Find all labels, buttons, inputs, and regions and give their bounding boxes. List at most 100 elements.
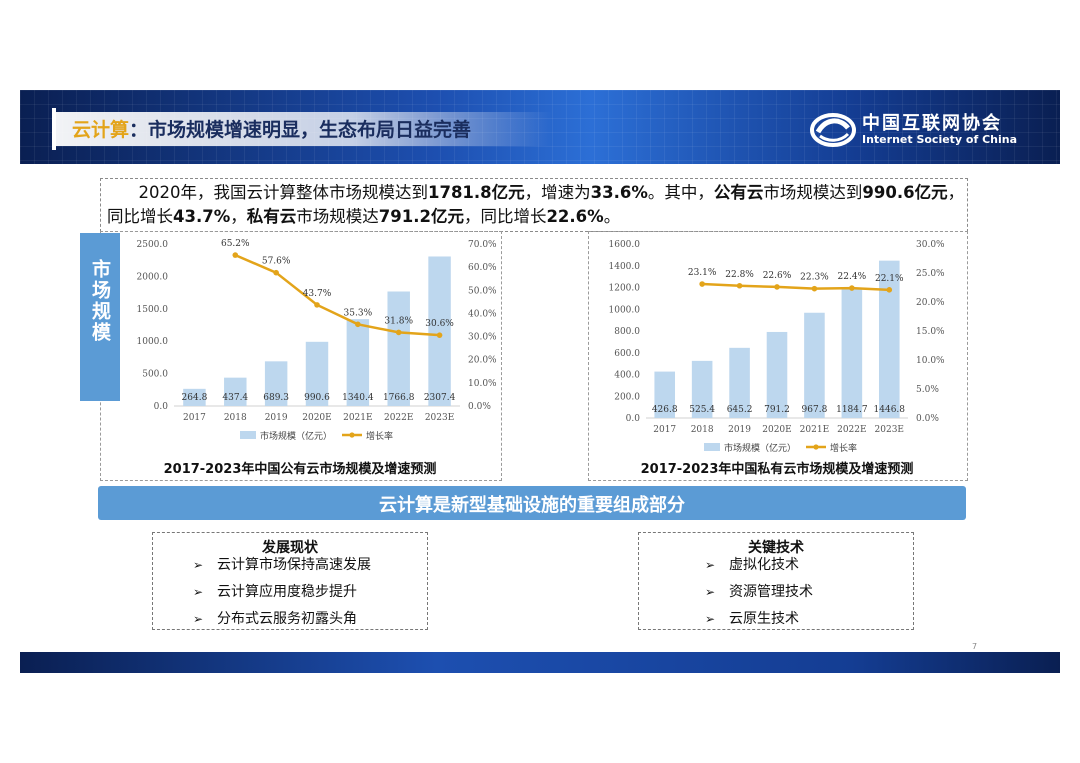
isc-logo-icon [810,113,856,147]
bar-value-label: 264.8 [182,393,208,403]
growth-rate-label: 30.6% [425,319,454,329]
key-technologies-list: ➢ 虚拟化技术 ➢ 资源管理技术 ➢ 云原生技术 [705,555,813,636]
y-right-tick-label: 10.0% [468,379,497,389]
growth-rate-point [886,287,893,293]
intro-bold: 791.2亿元 [378,207,464,226]
y-left-tick-label: 2500.0 [137,240,169,250]
y-right-tick-label: 0.0% [916,414,939,424]
intro-text: 。其中， [647,183,714,202]
x-tick-label: 2019 [265,413,288,423]
intro-text: ，同比增长 [463,207,547,226]
x-tick-label: 2022E [837,425,866,435]
bar [305,341,329,406]
public-cloud-chart-title: 2017-2023年中国公有云市场规模及增速预测 [163,462,437,477]
growth-rate-label: 35.3% [344,308,373,318]
growth-rate-point [774,284,780,290]
bar-value-label: 1446.8 [874,405,906,415]
x-tick-label: 2021E [343,413,372,423]
y-right-tick-label: 25.0% [916,269,945,279]
growth-rate-label: 31.8% [384,316,413,326]
growth-rate-label: 22.4% [838,272,867,282]
bar [766,331,788,418]
growth-rate-line [702,282,890,292]
y-right-tick-label: 30.0% [468,333,497,343]
bar-value-label: 967.8 [802,405,828,415]
y-right-tick-label: 20.0% [916,298,945,308]
y-right-tick-label: 5.0% [916,385,939,395]
list-item-text: 云原生技术 [729,611,799,627]
legend-line-label: 增长率 [830,442,857,454]
private-cloud-chart: 1600.0 1400.0 1200.0 1000.0 800.0 600.0 400.0 2… [609,240,946,454]
slide-title: 云计算：市场规模增速明显，生态布局日益完善 [72,115,471,142]
bar-value-label: 645.2 [727,405,753,415]
list-item-text: 虚拟化技术 [729,557,799,573]
arrow-bullet-icon: ➢ [193,612,204,626]
intro-bold: 私有云 [246,207,297,226]
growth-rate-label: 22.1% [875,274,904,284]
growth-rate-point [436,332,443,338]
y-left-tick-label: 400.0 [614,371,640,381]
y-left-tick-label: 1000.0 [137,337,169,347]
intro-text: 2020年，我国云计算整体市场规模达到 [138,183,428,202]
bar-value-label: 1340.4 [342,393,374,403]
y-left-tick-label: 2000.0 [137,272,169,282]
legend-line-label: 增长率 [366,430,393,442]
x-tick-label: 2017 [653,425,676,435]
slide-title-highlight: 云计算 [72,119,130,141]
y-right-tick-label: 20.0% [468,356,497,366]
x-tick-label: 2017 [183,413,206,423]
y-right-tick-label: 10.0% [916,356,945,366]
growth-rate-point [232,252,239,258]
x-tick-label: 2022E [384,413,413,423]
y-left-tick-label: 1600.0 [609,240,641,250]
y-left-tick-label: 0.0 [626,414,641,424]
growth-rate-point [314,302,320,308]
y-right-tick-label: 15.0% [916,327,945,337]
bar-value-label: 791.2 [764,405,790,415]
list-item-text: 云计算市场保持高速发展 [217,557,371,573]
x-tick-label: 2018 [691,425,714,435]
intro-text: 市场规模达到 [763,183,863,202]
bar-value-label: 990.6 [304,393,330,403]
list-item-text: 资源管理技术 [729,584,813,600]
growth-rate-label: 65.2% [221,239,250,249]
bar-value-label: 437.4 [222,393,248,403]
intro-bold: 1781.8亿元 [427,183,525,202]
arrow-bullet-icon: ➢ [705,612,716,626]
development-status-list: ➢ 云计算市场保持高速发展 ➢ 云计算应用度稳步提升 ➢ 分布式云服务初露头角 [193,555,371,636]
intro-bold: 43.7% [173,207,231,226]
bar [691,360,713,418]
arrow-bullet-icon: ➢ [193,558,204,572]
bar [841,289,863,418]
title-accent-bar [52,108,56,150]
y-right-tick-label: 60.0% [468,263,497,273]
list-item: ➢ 云计算应用度稳步提升 [193,582,371,609]
legend-bar-label: 市场规模（亿元） [724,442,796,454]
private-cloud-chart-title: 2017-2023年中国私有云市场规模及增速预测 [640,462,914,477]
bar [804,312,825,418]
legend-bar-swatch [704,443,720,451]
x-tick-label: 2020E [302,413,331,423]
growth-rate-label: 22.3% [800,273,829,283]
legend-line-marker [813,444,819,450]
private-cloud-chart-frame [588,231,968,481]
bar [387,291,410,406]
y-left-tick-label: 600.0 [614,349,640,359]
y-right-tick-label: 30.0% [916,240,945,250]
x-tick-label: 2020E [762,425,791,435]
y-left-tick-label: 1400.0 [609,262,641,272]
growth-rate-point [273,269,279,276]
list-item: ➢ 资源管理技术 [705,582,813,609]
growth-rate-point [395,329,402,336]
isc-logo: 中国互联网协会 Internet Society of China [810,108,1040,152]
growth-rate-label: 23.1% [688,268,717,278]
legend-line-marker [349,432,355,438]
list-item-text: 云计算应用度稳步提升 [217,584,357,600]
x-tick-label: 2021E [800,425,829,435]
intro-text: ，增速为 [524,183,591,202]
list-item: ➢ 云原生技术 [705,609,813,636]
bar [654,371,676,418]
logo-text-cn: 中国互联网协会 [862,113,1002,134]
y-left-tick-label: 1200.0 [609,284,641,294]
bar-value-label: 1184.7 [836,405,868,415]
